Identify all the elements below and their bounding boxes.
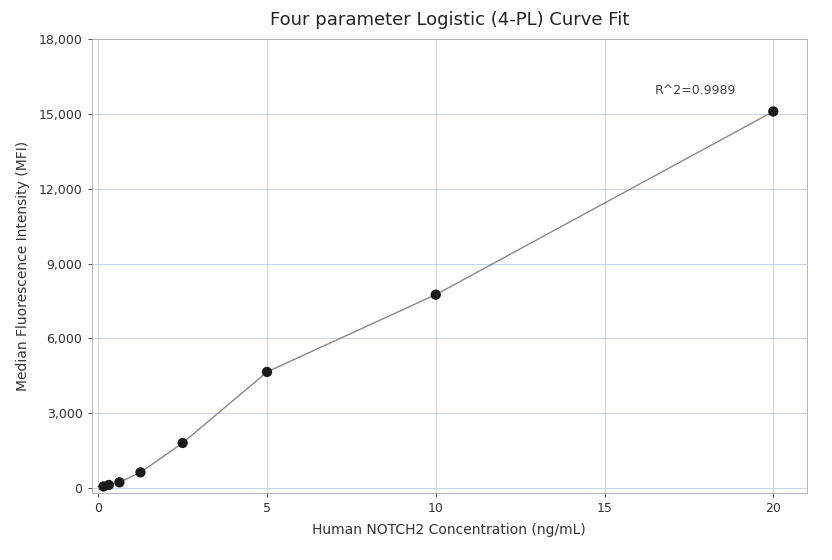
Point <box>102 480 116 489</box>
Point <box>134 468 147 477</box>
Point <box>260 367 274 376</box>
Title: Four parameter Logistic (4-PL) Curve Fit: Four parameter Logistic (4-PL) Curve Fit <box>270 11 629 29</box>
Point <box>429 290 443 299</box>
Text: R^2=0.9989: R^2=0.9989 <box>655 83 736 96</box>
Point <box>112 478 126 487</box>
X-axis label: Human NOTCH2 Concentration (ng/mL): Human NOTCH2 Concentration (ng/mL) <box>312 523 587 537</box>
Point <box>766 107 780 116</box>
Point <box>176 438 190 447</box>
Point <box>97 482 110 491</box>
Y-axis label: Median Fluorescence Intensity (MFI): Median Fluorescence Intensity (MFI) <box>17 141 30 391</box>
